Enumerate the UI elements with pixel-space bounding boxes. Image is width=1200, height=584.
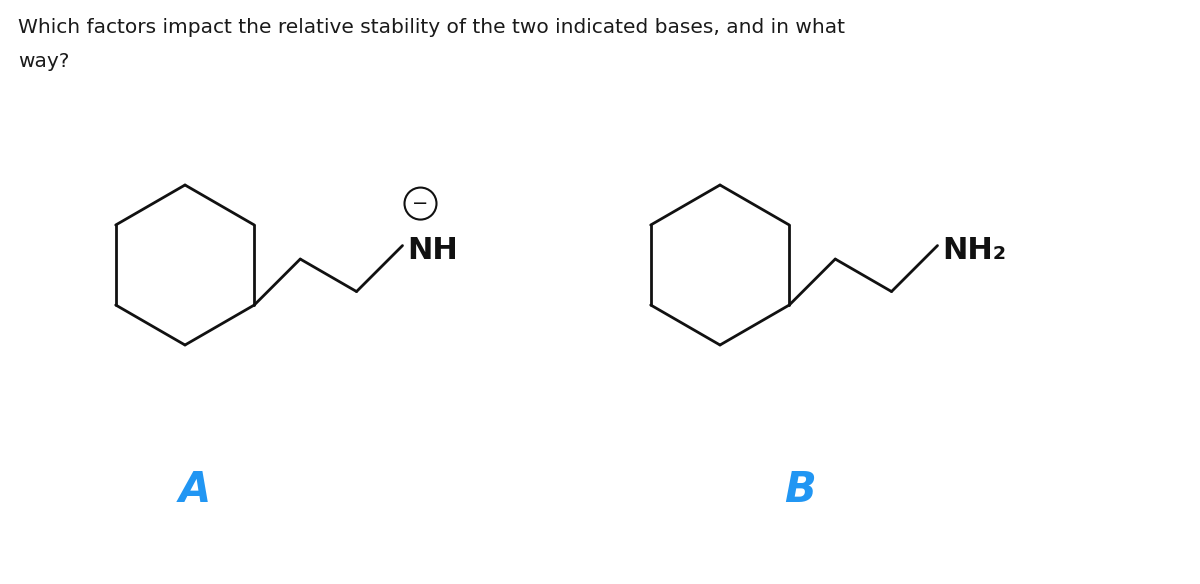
Text: −: − bbox=[413, 194, 428, 213]
Text: A: A bbox=[179, 469, 211, 511]
Text: B: B bbox=[784, 469, 816, 511]
Text: NH: NH bbox=[408, 236, 458, 265]
Text: NH₂: NH₂ bbox=[942, 236, 1007, 265]
Text: way?: way? bbox=[18, 52, 70, 71]
Text: Which factors impact the relative stability of the two indicated bases, and in w: Which factors impact the relative stabil… bbox=[18, 18, 845, 37]
